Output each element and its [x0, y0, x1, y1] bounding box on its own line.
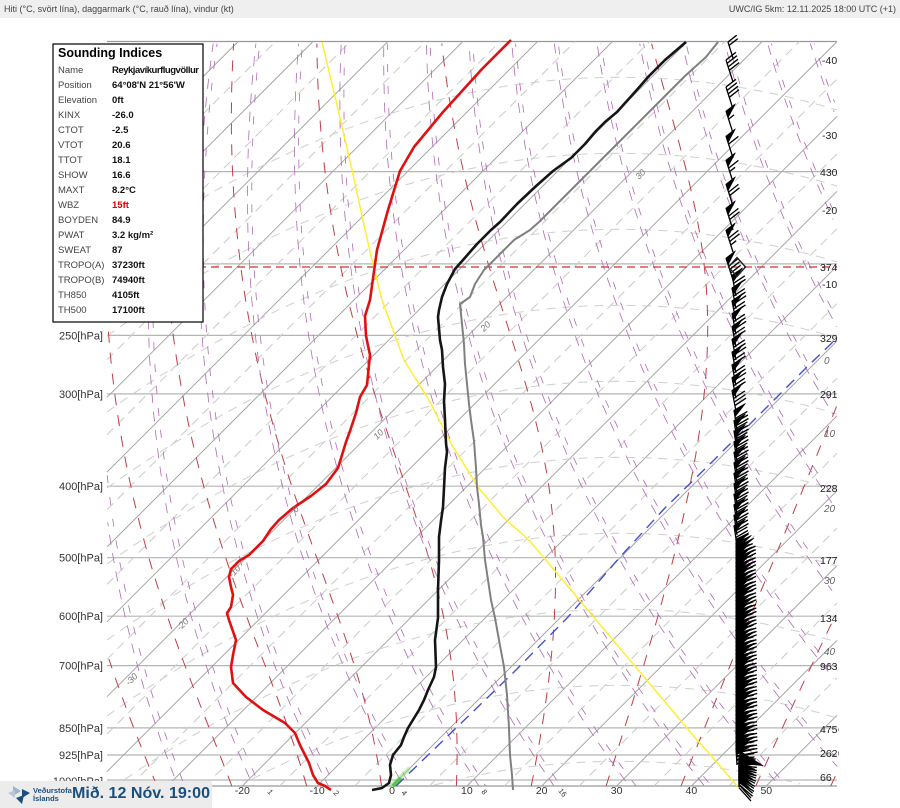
svg-text:291: 291	[820, 389, 838, 401]
svg-text:-40: -40	[822, 55, 837, 67]
svg-text:134: 134	[820, 613, 838, 625]
svg-text:TROPO(B): TROPO(B)	[58, 275, 104, 286]
svg-text:177: 177	[820, 555, 838, 567]
svg-text:Sounding Indices: Sounding Indices	[58, 46, 162, 60]
svg-text:4: 4	[399, 789, 409, 798]
svg-text:50: 50	[760, 785, 772, 797]
svg-text:Position: Position	[58, 80, 92, 91]
svg-text:20: 20	[536, 785, 548, 797]
svg-text:0: 0	[389, 785, 395, 797]
svg-text:4756: 4756	[820, 724, 844, 736]
svg-text:20.6: 20.6	[112, 140, 131, 151]
svg-text:WBZ: WBZ	[58, 200, 79, 211]
svg-text:BOYDEN: BOYDEN	[58, 215, 98, 226]
svg-text:TH500: TH500	[58, 305, 87, 316]
svg-text:84.9: 84.9	[112, 215, 131, 226]
svg-text:850[hPa]: 850[hPa]	[59, 723, 103, 735]
svg-text:TH850: TH850	[58, 290, 87, 301]
svg-text:17100ft: 17100ft	[112, 305, 146, 316]
svg-text:Veðurstofa: Veðurstofa	[33, 786, 73, 795]
svg-text:37230ft: 37230ft	[112, 260, 146, 271]
svg-text:87: 87	[112, 245, 123, 256]
svg-text:10: 10	[461, 785, 473, 797]
svg-text:UWC/IG 5km: 12.11.2025 18:00 U: UWC/IG 5km: 12.11.2025 18:00 UTC (+1)	[729, 4, 896, 14]
svg-text:PWAT: PWAT	[58, 230, 85, 241]
svg-text:Elevation: Elevation	[58, 95, 97, 106]
svg-text:TTOT: TTOT	[58, 155, 83, 166]
svg-text:8: 8	[479, 788, 489, 797]
svg-text:Mið. 12 Nóv. 19:00: Mið. 12 Nóv. 19:00	[72, 785, 210, 802]
svg-text:SHOW: SHOW	[58, 170, 88, 181]
svg-text:2: 2	[331, 789, 341, 798]
svg-text:1: 1	[265, 788, 275, 797]
svg-text:-10: -10	[310, 785, 325, 797]
svg-text:Hiti (°C, svört lína), daggarm: Hiti (°C, svört lína), daggarmark (°C, r…	[4, 4, 234, 14]
svg-text:64°08'N 21°56'W: 64°08'N 21°56'W	[112, 80, 185, 91]
svg-text:374: 374	[820, 262, 838, 274]
svg-text:-10: -10	[822, 279, 837, 291]
svg-text:329: 329	[820, 333, 838, 345]
svg-text:-30: -30	[822, 130, 837, 142]
svg-text:40: 40	[686, 785, 698, 797]
svg-text:KINX: KINX	[58, 110, 81, 121]
svg-text:2620: 2620	[820, 748, 844, 760]
svg-text:0: 0	[290, 504, 301, 515]
svg-text:3.2 kg/m²: 3.2 kg/m²	[112, 230, 153, 241]
svg-text:74940ft: 74940ft	[112, 275, 146, 286]
svg-text:18.1: 18.1	[112, 155, 131, 166]
svg-text:400[hPa]: 400[hPa]	[59, 481, 103, 493]
svg-text:VTOT: VTOT	[58, 140, 83, 151]
svg-text:8.2°C: 8.2°C	[112, 185, 136, 196]
svg-text:SWEAT: SWEAT	[58, 245, 91, 256]
svg-text:925[hPa]: 925[hPa]	[59, 750, 103, 762]
svg-text:TROPO(A): TROPO(A)	[58, 260, 104, 271]
svg-text:30: 30	[611, 785, 623, 797]
svg-text:15ft: 15ft	[112, 200, 130, 211]
svg-text:430: 430	[820, 167, 838, 179]
svg-text:Name: Name	[58, 65, 83, 76]
svg-text:16.6: 16.6	[112, 170, 131, 181]
svg-text:0: 0	[824, 356, 830, 367]
svg-text:9631: 9631	[820, 661, 844, 673]
svg-text:66: 66	[820, 772, 832, 784]
svg-text:-26.0: -26.0	[112, 110, 134, 121]
svg-text:CTOT: CTOT	[58, 125, 84, 136]
svg-text:228: 228	[820, 483, 838, 495]
svg-text:40: 40	[824, 647, 836, 658]
svg-text:10: 10	[824, 429, 836, 440]
svg-text:30: 30	[824, 576, 836, 587]
svg-text:Reykjavíkurflugvöllur: Reykjavíkurflugvöllur	[112, 65, 199, 76]
svg-text:-20: -20	[822, 205, 837, 217]
svg-text:-20: -20	[235, 785, 250, 797]
svg-text:Íslands: Íslands	[33, 794, 59, 803]
svg-text:-2.5: -2.5	[112, 125, 129, 136]
svg-text:0ft: 0ft	[112, 95, 124, 106]
svg-text:600[hPa]: 600[hPa]	[59, 611, 103, 623]
svg-text:700[hPa]: 700[hPa]	[59, 661, 103, 673]
svg-text:20: 20	[823, 504, 836, 515]
svg-text:4105ft: 4105ft	[112, 290, 140, 301]
svg-text:500[hPa]: 500[hPa]	[59, 553, 103, 565]
svg-text:250[hPa]: 250[hPa]	[59, 330, 103, 342]
svg-text:MAXT: MAXT	[58, 185, 85, 196]
svg-text:300[hPa]: 300[hPa]	[59, 389, 103, 401]
